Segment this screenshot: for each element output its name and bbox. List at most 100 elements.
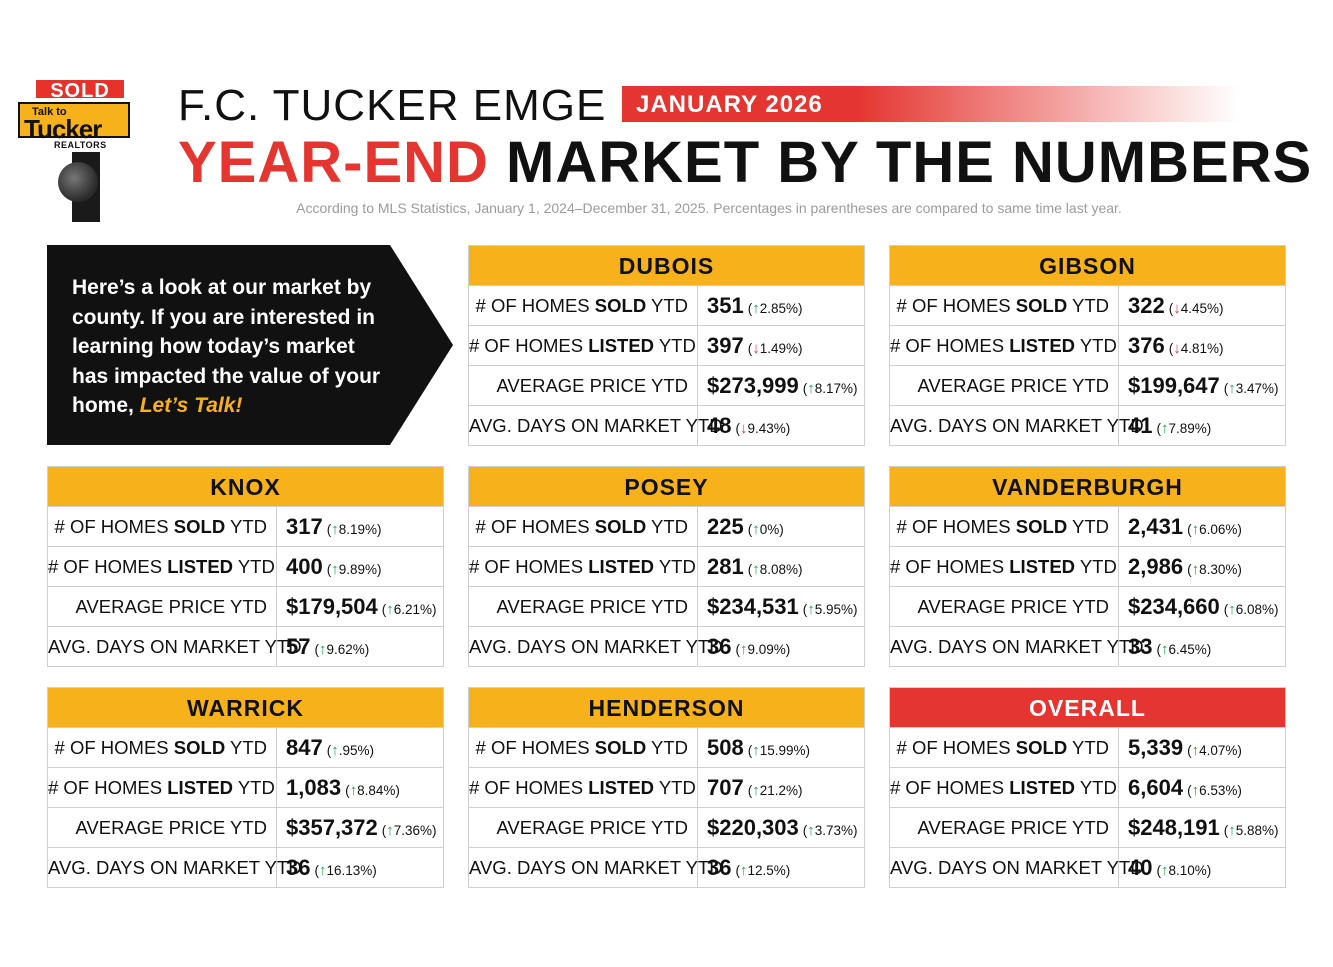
stat-value: 1,083 (286, 775, 342, 800)
stat-label-sold: # OF HOMES SOLD YTD (48, 728, 277, 767)
stat-change-percent: 4.81% (1180, 341, 1219, 356)
county-table-warrick: WARRICK # OF HOMES SOLD YTD 847 (↑.95%) #… (47, 687, 444, 888)
logo-sold-sign: SOLD (34, 78, 126, 102)
intro-body: Here’s a look at our market by county. I… (72, 276, 381, 417)
stat-value: 508 (707, 735, 744, 760)
stat-label-price: AVERAGE PRICE YTD (469, 808, 698, 847)
county-name: WARRICK (47, 687, 444, 728)
stat-value: $273,999 (707, 373, 799, 398)
stat-row-days: AVG. DAYS ON MARKET YTD 40 (↑8.10%) (889, 848, 1286, 888)
stat-change: (↑7.89%) (1156, 420, 1212, 437)
stat-label-days: AVG. DAYS ON MARKET YTD (890, 627, 1144, 666)
stat-label-sold: # OF HOMES SOLD YTD (469, 286, 698, 325)
stat-change: (↑.95%) (326, 742, 374, 759)
stat-change: (↑3.73%) (802, 822, 858, 839)
stat-change: (↑6.06%) (1187, 521, 1242, 538)
stat-change-percent: 8.17% (814, 381, 854, 396)
stat-value: 48 (707, 413, 732, 438)
stat-value: $234,531 (707, 594, 799, 619)
stat-value: 33 (1128, 634, 1153, 659)
stat-value: 397 (707, 333, 744, 358)
page-title: YEAR-END MARKET BY THE NUMBERS (178, 132, 1312, 194)
stat-change: (↑0%) (747, 521, 784, 538)
arrow-up-icon: ↑ (1160, 420, 1169, 437)
source-note: According to MLS Statistics, January 1, … (296, 200, 1122, 216)
county-name: GIBSON (889, 245, 1286, 286)
arrow-up-icon: ↑ (752, 782, 760, 799)
stat-change: (↑9.89%) (326, 561, 382, 578)
stat-change-percent: 12.5% (747, 863, 786, 878)
stat-value-cell-days: 40 (↑8.10%) (1119, 848, 1285, 887)
stat-change-percent: 1.49% (759, 341, 798, 356)
arrow-up-icon: ↑ (331, 561, 339, 578)
arrow-up-icon: ↑ (1191, 782, 1200, 799)
stat-value: 2,986 (1128, 554, 1184, 579)
stat-change-percent: 6.08% (1235, 602, 1275, 617)
stat-label-days: AVG. DAYS ON MARKET YTD (48, 848, 302, 887)
stat-change-percent: 9.89% (338, 562, 377, 577)
stat-change: (↑6.45%) (1156, 641, 1212, 658)
stat-change-percent: 7.89% (1168, 421, 1207, 436)
logo-realtors-text: REALTORS (54, 140, 107, 150)
stat-value: 376 (1128, 333, 1165, 358)
stat-value-cell-listed: 6,604 (↑6.53%) (1119, 768, 1285, 807)
stat-change: (↑8.08%) (747, 561, 803, 578)
stat-row-price: AVERAGE PRICE YTD $179,504 (↑6.21%) (47, 587, 444, 627)
stat-value-cell-sold: 5,339 (↑4.07%) (1119, 728, 1285, 767)
stat-value-cell-sold: 322 (↓4.45%) (1119, 286, 1285, 325)
stat-value-cell-sold: 225 (↑0%) (698, 507, 864, 546)
lets-talk-link[interactable]: Let’s Talk! (139, 394, 243, 417)
stat-value: 2,431 (1128, 514, 1184, 539)
stat-change-percent: 7.36% (393, 823, 433, 838)
stat-row-listed: # OF HOMES LISTED YTD 400 (↑9.89%) (47, 547, 444, 587)
stat-row-price: AVERAGE PRICE YTD $248,191 (↑5.88%) (889, 808, 1286, 848)
arrow-up-icon: ↑ (318, 862, 327, 879)
stat-label-days: AVG. DAYS ON MARKET YTD (469, 848, 723, 887)
stat-value: 707 (707, 775, 744, 800)
stat-value-cell-price: $234,531 (↑5.95%) (698, 587, 864, 626)
stat-row-price: AVERAGE PRICE YTD $273,999 (↑8.17%) (468, 366, 865, 406)
stat-change: (↑9.62%) (314, 641, 370, 658)
stat-change: (↑16.13%) (314, 862, 377, 879)
stat-value: $179,504 (286, 594, 378, 619)
stat-value-cell-price: $179,504 (↑6.21%) (277, 587, 443, 626)
stat-row-listed: # OF HOMES LISTED YTD 6,604 (↑6.53%) (889, 768, 1286, 808)
stat-change: (↑7.36%) (381, 822, 437, 839)
stat-change-percent: 16.13% (326, 863, 373, 878)
stat-value-cell-listed: 281 (↑8.08%) (698, 547, 864, 586)
stat-change-percent: 6.21% (393, 602, 433, 617)
stat-row-sold: # OF HOMES SOLD YTD 351 (↑2.85%) (468, 286, 865, 326)
stat-label-listed: # OF HOMES LISTED YTD (469, 547, 698, 586)
county-name: OVERALL (889, 687, 1286, 728)
stat-value: $357,372 (286, 815, 378, 840)
logo-talk-to-tucker-sign: Talk to Tucker (18, 102, 130, 144)
stat-label-days: AVG. DAYS ON MARKET YTD (469, 406, 723, 445)
stat-row-listed: # OF HOMES LISTED YTD 707 (↑21.2%) (468, 768, 865, 808)
brand-name: F.C. TUCKER EMGE (178, 81, 607, 130)
stat-change-percent: 4.07% (1199, 743, 1238, 758)
globe-icon (58, 162, 98, 202)
stat-change-percent: 9.43% (747, 421, 786, 436)
stat-value-cell-listed: 1,083 (↑8.84%) (277, 768, 443, 807)
stat-value-cell-price: $199,647 (↑3.47%) (1119, 366, 1285, 405)
stat-row-days: AVG. DAYS ON MARKET YTD 36 (↑9.09%) (468, 627, 865, 667)
logo-tucker-text: Tucker (24, 114, 102, 144)
arrow-up-icon: ↑ (1228, 822, 1236, 839)
stat-value-cell-listed: 397 (↓1.49%) (698, 326, 864, 365)
stat-change-percent: 6.53% (1199, 783, 1238, 798)
stat-value: $234,660 (1128, 594, 1220, 619)
stat-change: (↑2.85%) (747, 300, 803, 317)
arrow-up-icon: ↑ (1191, 742, 1200, 759)
stat-change-percent: 8.10% (1168, 863, 1207, 878)
stat-change-percent: 9.09% (747, 642, 786, 657)
arrow-up-icon: ↑ (386, 601, 394, 618)
stat-value-cell-sold: 351 (↑2.85%) (698, 286, 864, 325)
stat-value-cell-price: $220,303 (↑3.73%) (698, 808, 864, 847)
stat-change-percent: .95% (338, 743, 370, 758)
stat-label-sold: # OF HOMES SOLD YTD (890, 728, 1119, 767)
stat-change: (↑8.19%) (326, 521, 382, 538)
stat-label-price: AVERAGE PRICE YTD (890, 366, 1119, 405)
stat-change: (↑6.53%) (1187, 782, 1242, 799)
county-table-posey: POSEY # OF HOMES SOLD YTD 225 (↑0%) # OF … (468, 466, 865, 667)
stat-label-price: AVERAGE PRICE YTD (469, 366, 698, 405)
